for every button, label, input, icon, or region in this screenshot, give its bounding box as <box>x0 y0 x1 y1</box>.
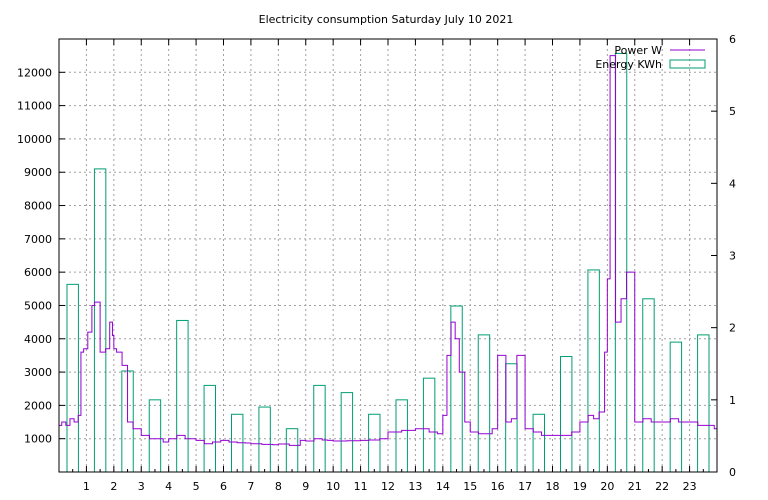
x-tick-label: 9 <box>302 480 309 493</box>
x-tick-label: 4 <box>165 480 172 493</box>
y-tick-label: 5000 <box>24 299 52 312</box>
power-series <box>59 55 717 446</box>
y2-tick-label: 6 <box>729 33 736 46</box>
x-tick-label: 21 <box>628 480 642 493</box>
legend-swatch-box <box>669 59 706 69</box>
y2-tick-label: 4 <box>729 177 736 190</box>
x-tick-label: 20 <box>600 480 614 493</box>
y2-tick-label: 0 <box>729 466 736 479</box>
y-tick-label: 6000 <box>24 266 52 279</box>
x-tick-label: 7 <box>247 480 254 493</box>
y2-tick-label: 5 <box>729 105 736 118</box>
chart-title: Electricity consumption Saturday July 10… <box>259 13 514 26</box>
y2-tick-label: 1 <box>729 394 736 407</box>
y-tick-label: 8000 <box>24 200 52 213</box>
y2-tick-label: 2 <box>729 322 736 335</box>
x-tick-label: 2 <box>110 480 117 493</box>
x-tick-label: 10 <box>326 480 340 493</box>
x-tick-label: 1 <box>83 480 90 493</box>
x-tick-label: 11 <box>354 480 368 493</box>
y-tick-label: 12000 <box>17 66 52 79</box>
y-tick-label: 7000 <box>24 233 52 246</box>
x-tick-label: 22 <box>655 480 669 493</box>
y-tick-label: 11000 <box>17 100 52 113</box>
x-tick-label: 19 <box>573 480 587 493</box>
y-tick-label: 3000 <box>24 366 52 379</box>
legend-label: Energy KWh <box>595 58 662 71</box>
y-tick-label: 2000 <box>24 399 52 412</box>
x-tick-label: 12 <box>381 480 395 493</box>
x-tick-label: 16 <box>491 480 505 493</box>
legend-label: Power W <box>614 44 662 57</box>
x-tick-label: 23 <box>683 480 697 493</box>
y-tick-label: 4000 <box>24 333 52 346</box>
y-tick-label: 10000 <box>17 133 52 146</box>
y-tick-label: 9000 <box>24 166 52 179</box>
x-tick-label: 13 <box>408 480 422 493</box>
x-tick-label: 3 <box>138 480 145 493</box>
x-tick-label: 8 <box>275 480 282 493</box>
x-tick-label: 5 <box>193 480 200 493</box>
ticks: 1 2 3 4 5 6 7 8 9 10 11 12 13 14 15 16 17 18 19 20 21 22 23100… <box>17 33 736 493</box>
x-tick-label: 14 <box>436 480 450 493</box>
x-tick-label: 15 <box>463 480 477 493</box>
x-tick-label: 17 <box>518 480 532 493</box>
x-tick-label: 6 <box>220 480 227 493</box>
power-line <box>59 55 717 446</box>
y2-tick-label: 3 <box>729 250 736 263</box>
y-tick-label: 1000 <box>24 433 52 446</box>
x-tick-label: 18 <box>546 480 560 493</box>
